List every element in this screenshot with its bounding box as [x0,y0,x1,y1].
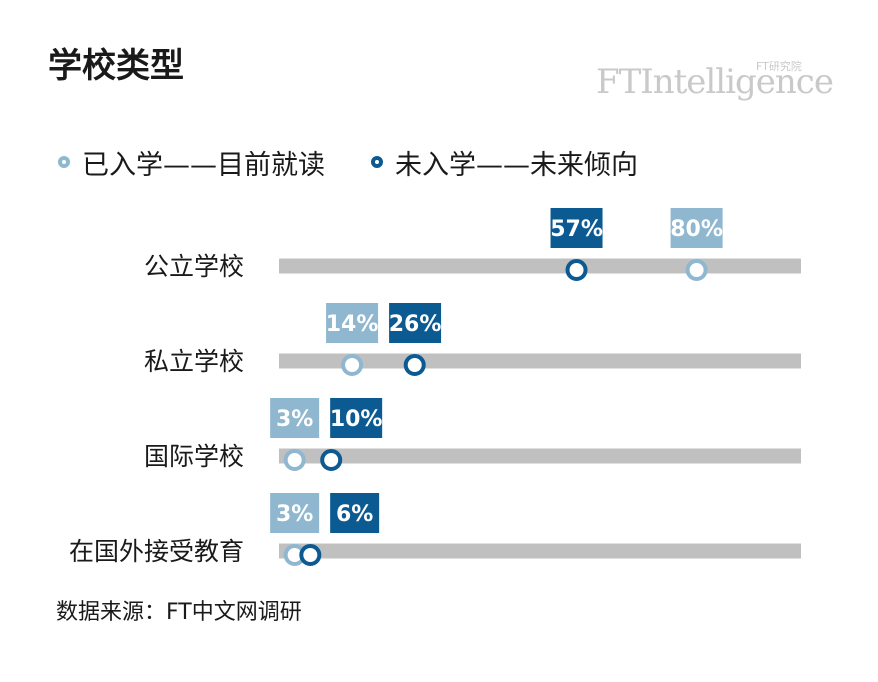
data-label: 6% [336,502,373,527]
logo-wordmark: FTIntelligence [596,62,834,102]
data-label: 80% [670,217,723,242]
data-point [283,449,306,471]
data-label-box [389,303,442,343]
legend-item-enrolled: 已入学——目前就读 [58,143,325,182]
data-point [299,544,322,566]
source-note: 数据来源：FT中文网调研 [56,600,302,625]
legend: 已入学——目前就读 未入学——未来倾向 [58,146,684,181]
data-label-box [330,398,383,438]
data-label: 14% [326,312,379,337]
data-label-box [326,303,379,343]
data-label: 3% [276,502,313,527]
legend-label-future: 未入学——未来倾向 [395,149,638,181]
data-label: 26% [389,312,442,337]
logo-subtext: FT研究院 [756,60,802,73]
data-label: 10% [330,407,383,432]
data-point [565,259,588,281]
legend-item-future: 未入学——未来倾向 [371,143,638,182]
category-label: 私立学校 [144,347,244,376]
data-label-box [270,493,320,533]
data-label-box [550,208,603,248]
circle-marker-icon [371,156,383,168]
legend-label-enrolled: 已入学——目前就读 [82,149,325,181]
category-label: 公立学校 [144,252,244,281]
data-label-box [330,493,380,533]
data-point [320,449,343,471]
ft-intelligence-logo: FTIntelligence FT研究院 [596,58,834,108]
track-bar [279,543,801,559]
track-bar [279,448,801,464]
track-bar [279,258,801,274]
data-point [403,354,426,376]
data-label-box [270,398,320,438]
data-label: 57% [550,217,603,242]
chart-title: 学校类型 [48,46,184,86]
category-label: 国际学校 [144,442,244,471]
circle-marker-icon [58,156,70,168]
data-point [341,354,364,376]
category-label: 在国外接受教育 [69,537,244,566]
data-label-box [670,208,723,248]
data-point [685,259,708,281]
data-label: 3% [276,407,313,432]
